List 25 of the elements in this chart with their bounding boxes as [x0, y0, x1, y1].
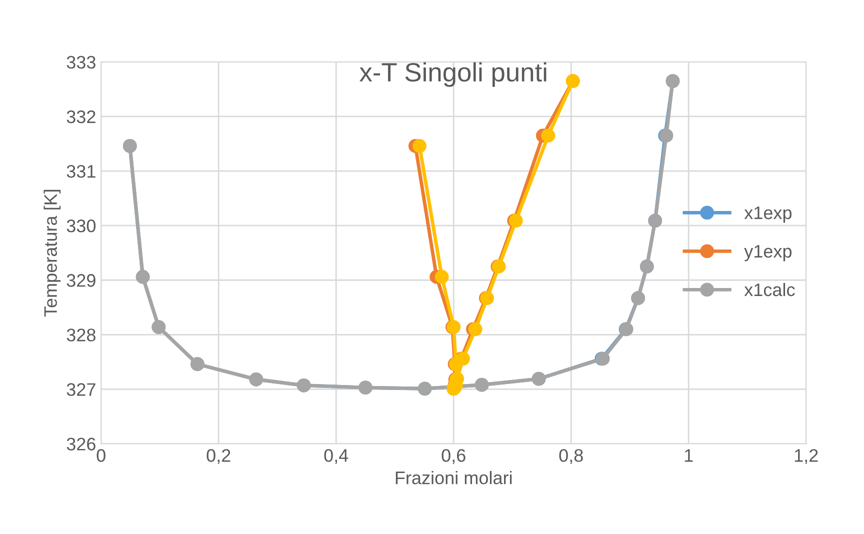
- point: [468, 322, 482, 336]
- x-tick-label: 0: [96, 449, 106, 462]
- x-tick-label: 1,2: [794, 449, 818, 464]
- y-tick-label: 326: [66, 438, 96, 450]
- y-axis-title: Temperatura [K]: [44, 190, 61, 317]
- x-axis-title: Frazioni molari: [396, 471, 512, 484]
- point: [412, 138, 426, 153]
- x-tick-label: 0,2: [206, 449, 230, 464]
- y-tick-label: 329: [66, 274, 96, 287]
- x-tick-label: 0,6: [442, 449, 466, 464]
- y-tick-label: 330: [66, 220, 96, 232]
- chart-title: x-T Singoli punti: [360, 62, 546, 87]
- y-tick-label: 332: [66, 110, 96, 124]
- x-tick-label: 0,8: [559, 449, 583, 464]
- y-tick-label: 333: [66, 56, 96, 69]
- legend-label: x1calc: [744, 282, 795, 296]
- x-tick-label: 0,4: [324, 449, 348, 464]
- legend-label: x1exp: [744, 206, 792, 223]
- point: [541, 128, 556, 143]
- x-tick-label: 1: [684, 449, 693, 462]
- point: [434, 270, 449, 284]
- y-tick-label: 331: [66, 164, 96, 178]
- y-tick-label: 327: [66, 383, 96, 396]
- legend-label: y1exp: [744, 245, 792, 262]
- y-tick-label: 328: [66, 328, 96, 342]
